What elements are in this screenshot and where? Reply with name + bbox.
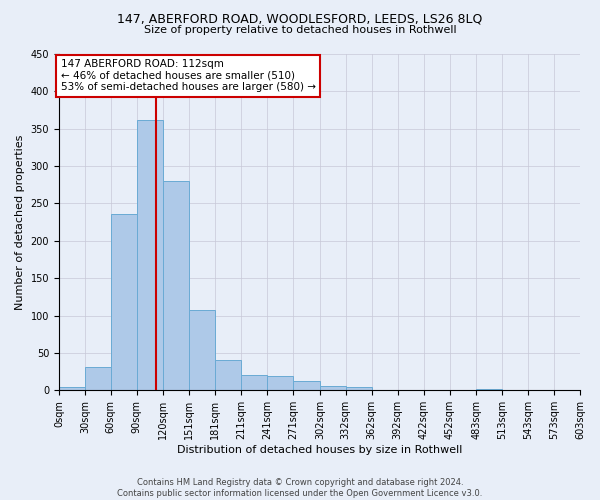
Bar — [163, 181, 190, 390]
Y-axis label: Number of detached properties: Number of detached properties — [15, 134, 25, 310]
Text: 147, ABERFORD ROAD, WOODLESFORD, LEEDS, LS26 8LQ: 147, ABERFORD ROAD, WOODLESFORD, LEEDS, … — [118, 12, 482, 26]
Text: Size of property relative to detached houses in Rothwell: Size of property relative to detached ho… — [143, 25, 457, 35]
Bar — [190, 310, 215, 390]
X-axis label: Distribution of detached houses by size in Rothwell: Distribution of detached houses by size … — [177, 445, 462, 455]
Bar — [476, 389, 502, 390]
Bar — [320, 386, 346, 390]
Bar — [346, 388, 372, 390]
Bar — [215, 360, 241, 390]
Bar — [267, 376, 293, 390]
Text: 147 ABERFORD ROAD: 112sqm
← 46% of detached houses are smaller (510)
53% of semi: 147 ABERFORD ROAD: 112sqm ← 46% of detac… — [61, 59, 316, 92]
Bar — [241, 376, 267, 390]
Text: Contains HM Land Registry data © Crown copyright and database right 2024.
Contai: Contains HM Land Registry data © Crown c… — [118, 478, 482, 498]
Bar — [293, 380, 320, 390]
Bar — [85, 367, 111, 390]
Bar — [59, 388, 85, 390]
Bar — [137, 120, 163, 390]
Bar — [111, 214, 137, 390]
